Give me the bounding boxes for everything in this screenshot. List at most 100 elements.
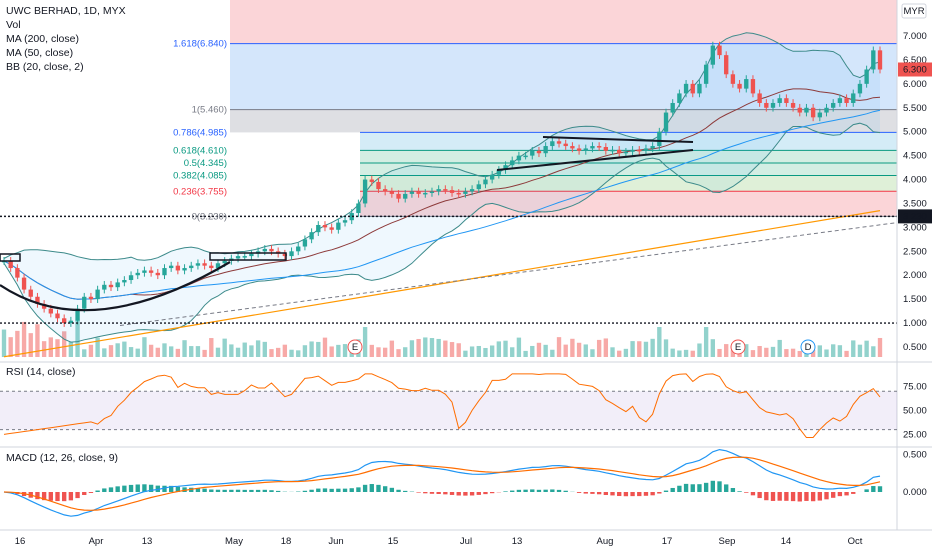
price-tick: 2.500 <box>903 246 927 257</box>
candle-body <box>837 98 843 103</box>
volume-bar <box>242 342 247 357</box>
breakout-box <box>209 252 287 261</box>
volume-bar <box>429 338 435 357</box>
time-tick: Oct <box>848 536 863 547</box>
price-axis[interactable]: MYR <box>896 0 932 550</box>
macd-histogram-bar <box>764 492 769 501</box>
macd-histogram-bar <box>777 492 782 501</box>
macd-tick: 0.000 <box>903 487 927 498</box>
volume-bar <box>857 344 863 357</box>
macd-line <box>3 448 881 517</box>
candle-body <box>650 146 655 149</box>
macd-histogram-bar <box>804 492 809 501</box>
candle-body <box>764 102 769 108</box>
cup-arc <box>0 261 231 312</box>
volume-bar <box>844 350 849 357</box>
macd-histogram-bar <box>249 489 254 492</box>
volume-bar <box>369 344 374 357</box>
volume-bar <box>717 348 722 357</box>
volume-bar <box>289 349 294 357</box>
time-tick: Apr <box>89 536 104 547</box>
macd-histogram-bar <box>229 489 234 492</box>
last-price-tag: 6.300 <box>903 64 927 75</box>
macd-histogram-bar <box>182 487 187 492</box>
candle-body <box>362 179 368 204</box>
macd-histogram-bar <box>617 492 622 497</box>
candle-body <box>169 265 174 269</box>
candle-body <box>790 102 796 108</box>
macd-histogram-bar <box>135 484 140 492</box>
macd-histogram-bar <box>336 488 341 492</box>
macd-histogram-bar <box>148 484 154 492</box>
currency-label: MYR <box>903 6 924 17</box>
volume-bar <box>362 327 368 357</box>
time-tick: 14 <box>781 536 792 547</box>
macd-histogram-bar <box>102 488 107 492</box>
macd-histogram-bar <box>155 485 160 492</box>
time-tick: 13 <box>142 536 153 547</box>
candle-body <box>396 193 401 199</box>
macd-histogram-bar <box>536 489 542 492</box>
volume-bar <box>570 338 575 357</box>
macd-histogram-bar <box>831 492 836 498</box>
candle-body <box>710 45 715 65</box>
currency-badge[interactable] <box>901 3 927 19</box>
symbol-title: UWC BERHAD, 1D, MYX <box>6 5 126 17</box>
macd-histogram-bar <box>563 490 568 492</box>
candle-body <box>810 107 816 118</box>
candle-body <box>329 227 334 230</box>
macd-histogram-bar <box>590 492 595 494</box>
macd-histogram-bar <box>837 492 843 497</box>
candle-body <box>416 191 421 194</box>
candle-body <box>831 102 836 108</box>
candle-body <box>316 224 321 233</box>
volume-bar <box>62 331 67 357</box>
macd-histogram-bar <box>510 490 515 492</box>
fib-label: 0.382(4.085) <box>173 170 227 181</box>
macd-histogram-bar <box>724 484 729 492</box>
candle-body <box>857 83 863 94</box>
volume-bar <box>610 347 615 357</box>
time-tick: 17 <box>662 536 673 547</box>
volume-bar <box>810 349 816 357</box>
candle-body <box>637 149 642 152</box>
volume-bar <box>790 348 796 357</box>
candle-body <box>496 169 502 175</box>
macd-histogram-bar <box>643 492 649 496</box>
candle-body <box>871 50 876 70</box>
macd-histogram-bar <box>784 492 789 501</box>
chart-legend: UWC BERHAD, 1D, MYX Vol MA (200, close) … <box>6 5 126 73</box>
time-tick: 15 <box>388 536 399 547</box>
macd-histogram-bar <box>824 492 829 500</box>
macd-histogram-bar <box>576 492 582 493</box>
volume-bar <box>376 347 381 357</box>
macd-histogram-bar <box>423 492 428 494</box>
volume-bar <box>336 344 341 357</box>
volume-bar <box>690 350 695 357</box>
price-tick: 3.000 <box>903 222 927 233</box>
volume-bar <box>583 344 588 357</box>
candle-body <box>443 189 448 191</box>
volume-bar <box>730 350 736 357</box>
macd-histogram-bar <box>255 489 261 492</box>
candle-body <box>510 160 515 166</box>
volume-bar <box>831 344 836 357</box>
candle-body <box>262 248 267 252</box>
macd-histogram-bar <box>55 492 60 502</box>
volume-bar <box>630 341 635 357</box>
volume-bar <box>637 341 642 357</box>
volume-bar <box>382 347 388 357</box>
time-axis[interactable]: 16 Apr 13 May 18 Jun 15 Jul 13 Aug 17 Sep 14 Oct <box>0 529 932 547</box>
volume-bar <box>135 348 140 357</box>
macd-histogram-bar <box>670 487 675 492</box>
candle-body <box>483 179 488 185</box>
macd-histogram-bar <box>864 489 869 492</box>
candle-body <box>15 268 20 278</box>
price-axis-ticks: 7.000 6.500 6.000 5.500 5.000 4.500 4.000 3.500… <box>898 31 932 353</box>
macd-histogram-bar <box>356 487 361 492</box>
candle-body <box>449 190 455 193</box>
bollinger-upper <box>3 32 881 261</box>
volume-bar <box>122 341 127 357</box>
candle-body <box>142 270 147 273</box>
